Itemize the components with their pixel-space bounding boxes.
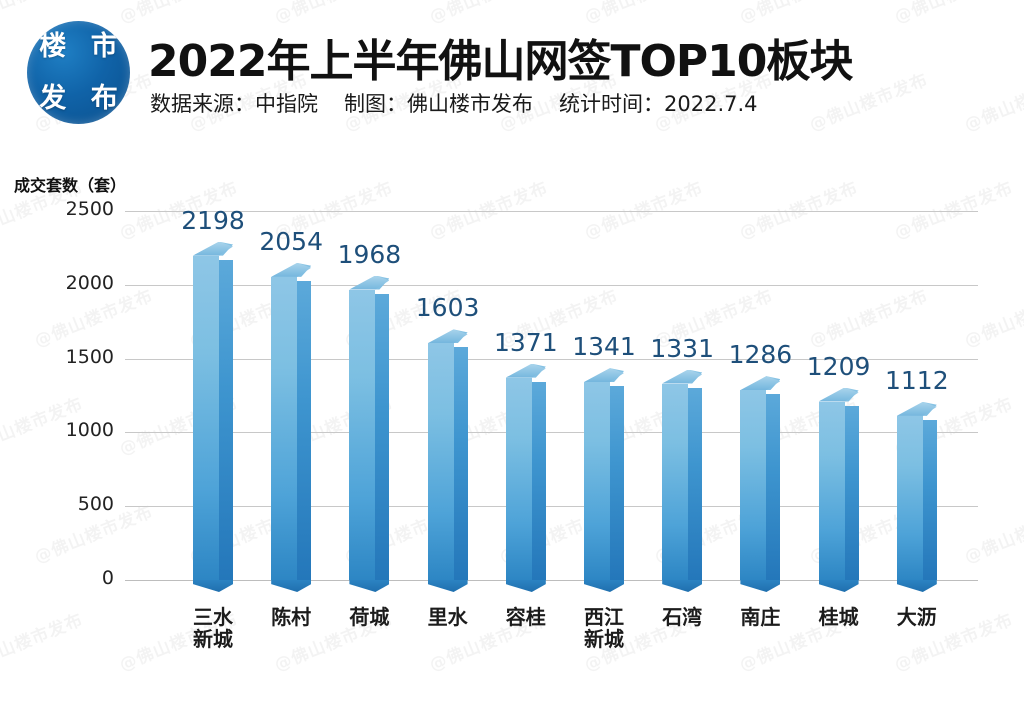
- bar-top-face: [818, 387, 859, 402]
- bar[interactable]: [427, 329, 468, 592]
- chart-subtitle: 数据来源：中指院 制图：佛山楼市发布 统计时间：2022.7.4: [150, 88, 758, 118]
- y-axis-tick: 2000: [65, 271, 114, 294]
- bar-top-face: [427, 329, 468, 344]
- bar-side-face: [375, 293, 390, 580]
- bar-front-face: [662, 383, 689, 580]
- logo-char-2: 市: [90, 31, 118, 63]
- bar-side-face: [453, 347, 468, 580]
- bar-value-label: 1331: [650, 333, 714, 363]
- bar-chart: 成交套数（套） 0 500 1000 1500 2000 2500 2198 三水 新城 205…: [0, 150, 1024, 706]
- x-axis-category-label: 西江 新城: [584, 605, 624, 652]
- bar-side-face: [688, 387, 703, 580]
- bar-value-label: 1341: [572, 332, 636, 362]
- date-label: 统计时间：2022.7.4: [559, 92, 758, 116]
- bar[interactable]: [505, 363, 546, 592]
- bar-top-face: [584, 368, 624, 383]
- gridline: [125, 506, 978, 508]
- author-label: 制图：佛山楼市发布: [344, 92, 533, 116]
- y-axis-tick: 0: [101, 567, 114, 589]
- bar-bottom-face: [740, 579, 781, 592]
- bar[interactable]: [662, 369, 703, 592]
- bar-bottom-face: [662, 579, 703, 592]
- y-axis-tick: 500: [77, 493, 114, 516]
- bar-side-face: [922, 419, 937, 580]
- bar-front-face: [427, 343, 454, 580]
- bar-front-face: [584, 382, 610, 580]
- y-axis-title: 成交套数（套）: [14, 176, 127, 195]
- x-axis-category-label: 三水 新城: [193, 605, 233, 652]
- bar-top-face: [740, 376, 781, 391]
- bar-value-label: 2054: [259, 226, 323, 256]
- bar[interactable]: [193, 241, 233, 592]
- bar-bottom-face: [193, 579, 233, 592]
- y-axis-tick: 1500: [65, 345, 114, 368]
- gridline: [125, 211, 978, 212]
- bar-front-face: [349, 289, 376, 580]
- bar-side-face: [219, 259, 233, 580]
- bar-top-face: [505, 363, 546, 378]
- bar-side-face: [297, 280, 312, 580]
- bar-value-label: 1371: [493, 327, 558, 357]
- gridline: [125, 432, 978, 434]
- bar-top-face: [193, 241, 233, 256]
- x-axis-category-label: 容桂: [505, 605, 546, 629]
- x-axis-category-label: 大沥: [896, 605, 937, 629]
- bar-value-label: 1603: [415, 293, 480, 323]
- data-source-label: 数据来源：中指院: [150, 92, 318, 116]
- bar-side-face: [766, 394, 781, 580]
- gridline: [125, 580, 978, 581]
- bar-top-face: [896, 401, 937, 416]
- bar-value-label: 1209: [806, 351, 871, 381]
- x-axis-category-label: 南庄: [740, 605, 781, 629]
- x-axis-category-label: 石湾: [662, 605, 703, 629]
- bar-front-face: [896, 415, 923, 580]
- page-title: 2022年上半年佛山网签TOP10板块: [148, 36, 853, 87]
- bar-value-label: 2198: [181, 205, 245, 235]
- bar-front-face: [740, 390, 767, 580]
- x-axis-category-label: 桂城: [818, 605, 859, 629]
- bar[interactable]: [818, 387, 859, 592]
- bar-top-face: [349, 275, 390, 290]
- x-axis-category-label: 里水: [427, 605, 468, 629]
- bar[interactable]: [740, 376, 781, 592]
- bar-bottom-face: [584, 579, 624, 592]
- bar-bottom-face: [271, 579, 312, 592]
- bar-front-face: [271, 276, 298, 580]
- logo-char-1: 楼: [39, 31, 67, 63]
- x-axis-category-label: 荷城: [349, 605, 390, 629]
- bar-value-label: 1286: [728, 340, 793, 370]
- gridline: [125, 358, 978, 360]
- bar-bottom-face: [505, 579, 546, 592]
- chart-header: 楼 市 发 布 2022年上半年佛山网签TOP10板块 数据来源：中指院 制图：佛…: [0, 0, 1024, 150]
- bar-bottom-face: [896, 579, 937, 592]
- x-axis-category-label: 陈村: [271, 605, 312, 629]
- bar-value-label: 1968: [337, 239, 402, 269]
- bar-side-face: [844, 405, 859, 580]
- logo-char-3: 发: [39, 82, 67, 114]
- y-axis-tick: 1000: [65, 419, 114, 442]
- bar-front-face: [818, 401, 845, 580]
- bar-bottom-face: [818, 579, 859, 592]
- bar[interactable]: [584, 368, 624, 592]
- bar-bottom-face: [349, 579, 390, 592]
- bar-top-face: [662, 369, 703, 384]
- publisher-logo: 楼 市 发 布: [27, 21, 130, 124]
- bar-side-face: [531, 381, 546, 580]
- logo-char-4: 布: [90, 82, 118, 114]
- gridline: [125, 284, 978, 286]
- bar[interactable]: [349, 275, 390, 592]
- bar-side-face: [610, 386, 624, 580]
- bar-value-label: 1112: [884, 365, 949, 395]
- bar-front-face: [505, 377, 532, 580]
- bar[interactable]: [271, 262, 312, 592]
- bar[interactable]: [896, 401, 937, 592]
- bar-front-face: [193, 255, 219, 580]
- bar-top-face: [271, 262, 312, 277]
- bar-bottom-face: [427, 579, 468, 592]
- y-axis-tick: 2500: [65, 198, 114, 220]
